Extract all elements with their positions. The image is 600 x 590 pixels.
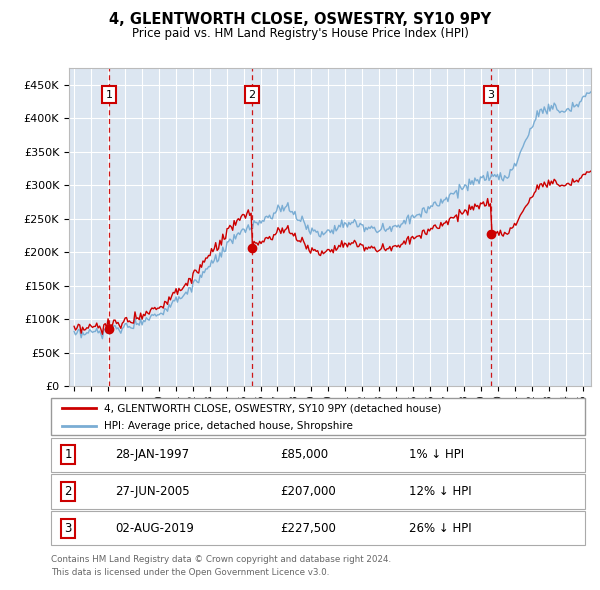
Text: 3: 3 (487, 90, 494, 100)
Text: 4, GLENTWORTH CLOSE, OSWESTRY, SY10 9PY: 4, GLENTWORTH CLOSE, OSWESTRY, SY10 9PY (109, 12, 491, 27)
Text: 1: 1 (106, 90, 113, 100)
Text: 1% ↓ HPI: 1% ↓ HPI (409, 448, 464, 461)
Text: 2: 2 (64, 485, 72, 498)
Text: £85,000: £85,000 (281, 448, 329, 461)
Text: Contains HM Land Registry data © Crown copyright and database right 2024.: Contains HM Land Registry data © Crown c… (51, 555, 391, 564)
Text: £227,500: £227,500 (281, 522, 337, 535)
Text: 2: 2 (248, 90, 256, 100)
Text: 26% ↓ HPI: 26% ↓ HPI (409, 522, 472, 535)
Text: 12% ↓ HPI: 12% ↓ HPI (409, 485, 472, 498)
Text: 1: 1 (64, 448, 72, 461)
Text: HPI: Average price, detached house, Shropshire: HPI: Average price, detached house, Shro… (104, 421, 353, 431)
Text: 02-AUG-2019: 02-AUG-2019 (115, 522, 194, 535)
Text: £207,000: £207,000 (281, 485, 337, 498)
Text: This data is licensed under the Open Government Licence v3.0.: This data is licensed under the Open Gov… (51, 568, 329, 577)
Text: Price paid vs. HM Land Registry's House Price Index (HPI): Price paid vs. HM Land Registry's House … (131, 27, 469, 40)
Text: 4, GLENTWORTH CLOSE, OSWESTRY, SY10 9PY (detached house): 4, GLENTWORTH CLOSE, OSWESTRY, SY10 9PY … (104, 403, 442, 413)
Text: 3: 3 (64, 522, 72, 535)
Text: 27-JUN-2005: 27-JUN-2005 (115, 485, 190, 498)
Text: 28-JAN-1997: 28-JAN-1997 (115, 448, 189, 461)
